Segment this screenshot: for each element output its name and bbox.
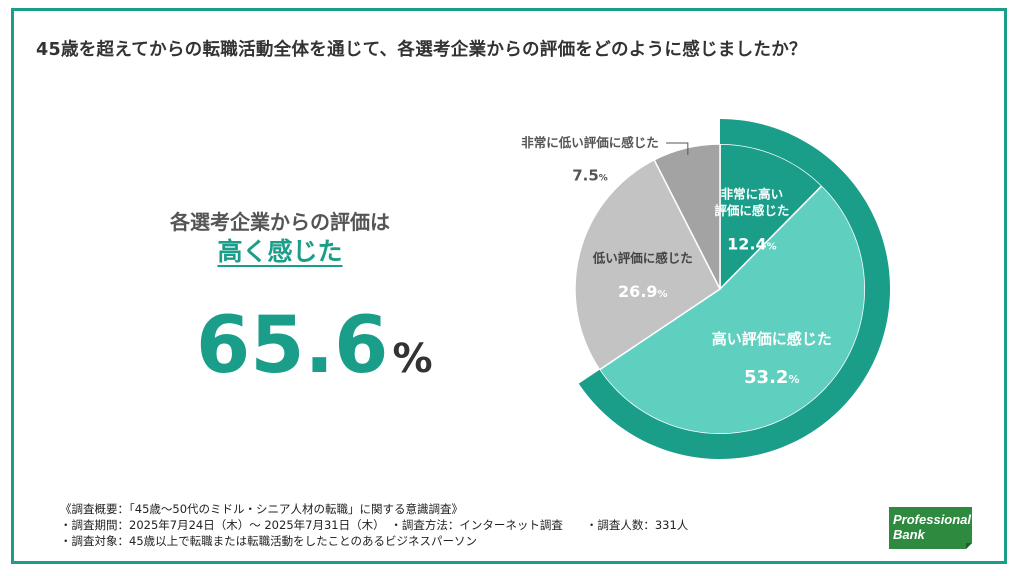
slice-value-unit: % <box>599 174 608 184</box>
pie-slice <box>653 143 721 290</box>
slice-value-label: 26.9% <box>618 282 668 301</box>
logo-corner <box>966 543 972 549</box>
logo-badge <box>889 507 972 549</box>
summary-value-unit: % <box>392 336 433 382</box>
slice-leader-line <box>666 142 689 156</box>
slice-value-label: 7.5% <box>572 167 608 185</box>
slice-value-unit: % <box>658 289 668 300</box>
pie-slice <box>574 158 721 371</box>
survey-notes: 《調査概要：「45歳〜50代のミドル・シニア人材の転職」に関する意識調査》 ・調… <box>60 501 688 549</box>
slice-label: 非常に低い評価に感じた <box>521 135 659 150</box>
summary-highlight: 高く感じた <box>0 232 560 268</box>
slice-label: 評価に感じた <box>714 203 789 218</box>
summary-value: 65.6% <box>196 296 433 409</box>
pie-slice <box>598 184 866 435</box>
survey-note-line: ・調査対象：45歳以上で転職または転職活動をしたことのあるビジネスパーソン <box>60 534 478 548</box>
slice-value-unit: % <box>767 242 777 253</box>
chart-title: 45歳を超えてからの転職活動全体を通じて、各選考企業からの評価をどのように感じま… <box>36 40 807 60</box>
slice-label: 低い評価に感じた <box>592 251 693 266</box>
survey-note-line: 《調査概要：「45歳〜50代のミドル・シニア人材の転職」に関する意識調査》 <box>60 502 464 516</box>
summary-value-number: 65.6 <box>196 301 389 391</box>
slice-label: 非常に高い <box>721 187 784 202</box>
summary-highlight-text: 高く感じた <box>217 237 343 266</box>
logo-text-line2: Bank <box>893 527 926 542</box>
slice-label: 高い評価に感じた <box>712 330 832 348</box>
slice-value-label: 53.2% <box>744 367 799 388</box>
summary-subtitle: 各選考企業からの評価は <box>170 210 390 234</box>
slice-value-unit: % <box>788 373 799 386</box>
logo-text-line1: Professional <box>893 512 971 527</box>
professional-bank-logo: Professional Bank <box>889 507 972 549</box>
survey-note-line: ・調査期間：2025年7月24日（木）〜 2025年7月31日（木） ・調査方法… <box>60 518 689 532</box>
slice-value-label: 12.4% <box>727 235 777 254</box>
